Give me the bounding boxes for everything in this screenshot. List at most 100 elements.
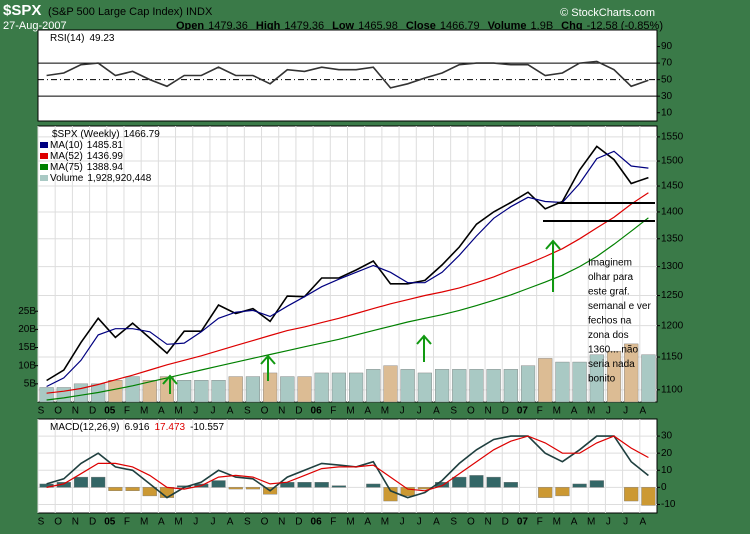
bar (245, 376, 261, 403)
x-tick-label: A (433, 517, 440, 528)
last-value: 1466.79 (124, 129, 161, 140)
bar (245, 487, 261, 490)
symbol: $SPX (3, 2, 41, 19)
x-tick-label: D (295, 517, 302, 528)
x-tick-label: J (623, 517, 628, 528)
x-tick-label: 06 (311, 517, 323, 528)
x-tick-label: J (417, 517, 422, 528)
bar (383, 365, 398, 403)
x-tick-label: F (330, 517, 336, 528)
bar (73, 383, 89, 403)
bar (263, 372, 278, 403)
series-line (46, 145, 649, 382)
bar (589, 480, 604, 488)
last-value: -10.557 (190, 422, 224, 433)
y2-tick-label: 10B (18, 360, 36, 371)
x-tick-label: F (537, 406, 543, 417)
x-tick-label: D (502, 517, 509, 528)
bar (125, 487, 140, 491)
bar (177, 380, 192, 403)
y-tick-label: 1100 (661, 384, 683, 395)
arrow (416, 334, 432, 362)
x-tick-label: J (193, 517, 198, 528)
bar (486, 476, 501, 488)
bar (555, 487, 570, 497)
stats: Open 1479.36 High 1479.36 Low 1465.98 Close 146… (176, 20, 663, 32)
arrow (545, 239, 561, 292)
x-tick-label: S (450, 517, 457, 528)
bar (331, 485, 346, 488)
legend-swatch (40, 175, 48, 181)
annotation: este graf. (588, 287, 630, 298)
bar (211, 380, 226, 403)
series-line (46, 435, 649, 499)
legend-name: MA(52) (50, 151, 83, 162)
bar (366, 483, 381, 488)
bar (555, 361, 570, 403)
x-tick-label: N (278, 406, 285, 417)
x-tick-label: A (639, 406, 646, 417)
bar (469, 369, 484, 403)
bar (520, 365, 536, 403)
x-tick-label: 07 (517, 517, 529, 528)
panel-title: MACD(12,26,9) 6.916 17.473 -10.557 (50, 422, 224, 433)
bar (228, 487, 243, 490)
x-tick-label: J (606, 517, 611, 528)
bar (73, 476, 89, 488)
x-tick-label: M (346, 406, 354, 417)
last-value: 49.23 (89, 33, 114, 44)
stat-label: High (256, 20, 281, 32)
bar (297, 376, 312, 403)
x-tick-label: O (261, 517, 269, 528)
bar (228, 376, 243, 403)
y-tick-label: 1300 (661, 261, 684, 272)
x-tick-label: A (227, 517, 234, 528)
stat-label: Low (332, 20, 354, 32)
x-tick-label: M (174, 517, 182, 528)
bar (159, 487, 175, 498)
bar (538, 487, 553, 498)
x-tick-label: A (364, 517, 371, 528)
bar (469, 475, 484, 488)
stat-value: 1479.36 (208, 20, 248, 32)
legend-swatch (40, 142, 48, 148)
y2-tick-label: 20B (18, 324, 36, 335)
x-tick-label: J (623, 406, 628, 417)
y2-tick-label: 15B (18, 342, 36, 353)
stat-label: Chg (561, 20, 582, 32)
panel-title: RSI(14) 49.23 (50, 33, 115, 44)
x-tick-label: M (140, 406, 148, 417)
bar (417, 372, 432, 403)
x-tick-label: J (400, 406, 405, 417)
panel: 90 70 50 30 10 RSI(14) 49.23 (37, 29, 673, 122)
x-tick-label: M (587, 406, 595, 417)
x-tick-label: F (537, 517, 543, 528)
copyright: © StockCharts.com (560, 7, 655, 19)
bar (331, 372, 346, 403)
x-tick-label: A (227, 406, 234, 417)
stat-value: 1465.98 (358, 20, 398, 32)
y-tick-label: 90 (661, 41, 673, 52)
annotation: Imaginem (588, 258, 632, 269)
y-tick-label: 30 (661, 431, 673, 442)
y-tick-label: 1500 (661, 156, 684, 167)
x-tick-label: F (124, 406, 130, 417)
x-tick-label: O (467, 517, 475, 528)
bar (486, 369, 501, 403)
x-tick-label: N (484, 406, 491, 417)
x-tick-label: S (244, 406, 251, 417)
y2-tick-label: 5B (24, 378, 37, 389)
x-tick-label: N (72, 517, 79, 528)
x-tick-label: D (295, 406, 302, 417)
arrow (162, 374, 178, 394)
x-tick-label: S (450, 406, 457, 417)
x-tick-label: J (193, 406, 198, 417)
header: $SPX (S&P 500 Large Cap Index) INDX 27-A… (3, 2, 663, 32)
stat-value: 1466.79 (440, 20, 480, 32)
bar (108, 487, 123, 491)
legend-entry: Volume 1,928,920,448 (50, 173, 152, 184)
stat-label: Open (176, 20, 204, 32)
x-tick-label: J (606, 406, 611, 417)
bar (641, 354, 656, 403)
